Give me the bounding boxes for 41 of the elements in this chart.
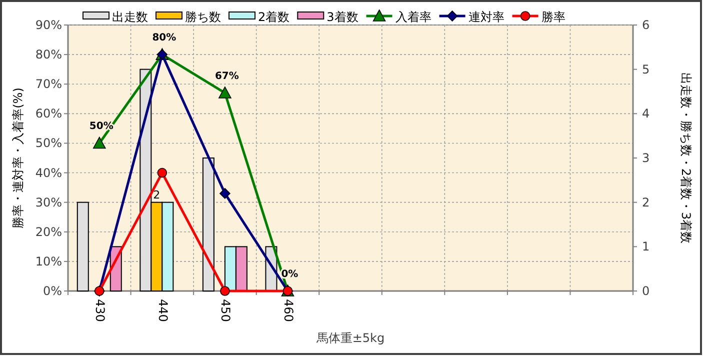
point: [218, 86, 232, 98]
y-tick-label: 40%: [35, 166, 62, 180]
y2-tick-label: 5: [642, 62, 650, 76]
legend-label: 入着率: [395, 10, 432, 24]
point: [220, 286, 230, 296]
y-tick-label: 20%: [35, 224, 62, 239]
legend-label: 連対率: [468, 10, 504, 24]
y-tick-label: 80%: [35, 48, 62, 62]
y2-tick-label: 3: [642, 151, 650, 165]
y-tick-label: 10%: [35, 254, 62, 268]
legend-label: 2着数: [258, 10, 290, 24]
x-tick-label: 440: [156, 299, 170, 322]
bar: [202, 158, 214, 292]
legend-label: 出走数: [112, 10, 148, 24]
x-axis-title: 馬体重±5kg: [315, 331, 385, 345]
x-tick-label: 460: [281, 299, 296, 322]
legend-label: 勝率: [541, 10, 566, 24]
point: [220, 188, 230, 199]
x-tick-label: 430: [93, 299, 108, 322]
legend-label: 勝ち数: [185, 10, 221, 24]
legend-label: 3着数: [326, 10, 358, 24]
y2-tick-label: 4: [642, 106, 650, 121]
bar: [76, 202, 89, 292]
y-tick-label: 70%: [35, 77, 62, 92]
point: [157, 168, 168, 178]
y2-axis-title: 出走数・勝ち数・2着数・3着数: [679, 72, 693, 244]
data-label: 67%: [214, 70, 239, 82]
data-label: 80%: [152, 32, 176, 44]
y2-tick-label: 6: [642, 18, 650, 32]
y2-tick-label: 1: [642, 240, 650, 254]
y2-tick-label: 2: [642, 195, 650, 210]
y-tick-label: 90%: [35, 18, 62, 32]
y-tick-label: 60%: [35, 106, 62, 121]
point: [92, 136, 106, 149]
y-tick-label: 30%: [35, 195, 62, 210]
y-tick-label: 0%: [42, 284, 62, 298]
data-label: 2: [153, 188, 160, 202]
y2-tick-label: 0: [642, 284, 650, 298]
y-axis-title: 勝率・連対率・入着率(%): [11, 88, 25, 228]
x-tick-label: 450: [218, 299, 233, 322]
y-tick-label: 50%: [35, 136, 62, 150]
